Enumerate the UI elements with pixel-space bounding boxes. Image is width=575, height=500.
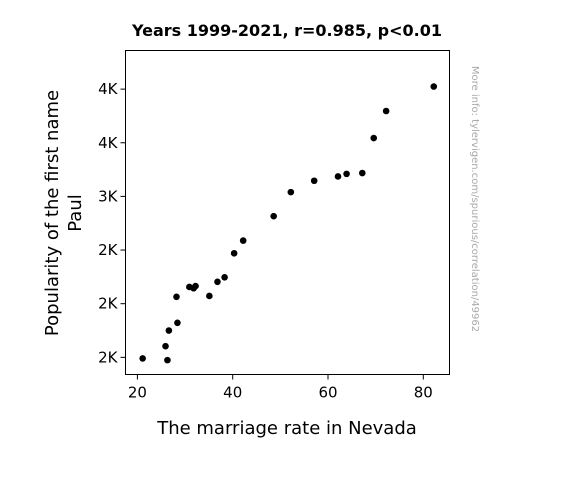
y-axis-label-line-1: Popularity of the first name xyxy=(42,90,63,336)
x-tick-label: 60 xyxy=(318,384,337,402)
data-point xyxy=(186,283,193,291)
y-axis-label-line-2: Paul xyxy=(65,194,86,232)
data-point xyxy=(382,107,390,115)
data-point xyxy=(430,83,438,90)
y-tick-label: 2K xyxy=(98,295,119,313)
data-point xyxy=(174,319,181,327)
data-point xyxy=(206,292,213,300)
x-axis: 20 40 60 80 xyxy=(128,374,433,402)
data-point xyxy=(334,173,342,180)
y-tick-label: 3K xyxy=(98,187,119,205)
plot-area xyxy=(125,50,450,375)
data-points xyxy=(139,83,438,364)
chart-title: Years 1999-2021, r=0.985, p<0.01 xyxy=(131,21,442,40)
x-tick-label: 40 xyxy=(223,384,242,402)
data-point xyxy=(270,212,277,220)
data-point xyxy=(287,188,295,196)
x-axis-label: The marriage rate in Nevada xyxy=(156,418,417,439)
y-tick-label: 2K xyxy=(98,348,119,366)
y-axis: 2K 2K 2K 3K 4K 4K xyxy=(98,80,126,366)
x-tick-label: 80 xyxy=(414,384,433,402)
data-point xyxy=(359,169,366,177)
data-point xyxy=(343,170,350,178)
watermark-text: More info: tylervigen.com/spurious/corre… xyxy=(469,66,480,332)
data-point xyxy=(214,278,221,286)
data-point xyxy=(173,293,180,301)
data-point xyxy=(230,249,238,257)
data-point xyxy=(162,342,169,350)
data-point xyxy=(165,327,173,334)
data-point xyxy=(221,274,228,281)
data-point xyxy=(139,355,146,362)
data-point xyxy=(370,134,378,142)
y-tick-label: 4K xyxy=(98,134,119,152)
y-tick-label: 4K xyxy=(98,80,119,98)
x-tick-label: 20 xyxy=(128,384,147,402)
y-tick-label: 2K xyxy=(98,241,119,259)
data-point xyxy=(310,177,318,185)
data-point xyxy=(164,356,171,364)
data-point xyxy=(239,237,247,244)
